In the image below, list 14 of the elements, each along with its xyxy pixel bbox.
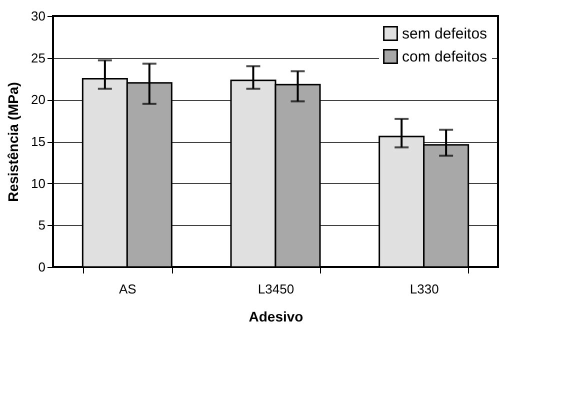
x-tick-label: L3450 [258,282,294,296]
x-axis-title: Adesivo [248,308,304,324]
y-tick-label: 5 [38,218,46,233]
y-tick-label: 30 [31,8,46,24]
x-tick-label: AS [118,282,137,296]
y-tick-label: 0 [38,260,46,274]
legend-label: sem defeitos [402,26,488,42]
y-tick-label: 10 [31,176,46,191]
x-tick-label: L330 [410,282,439,296]
y-tick-label: 20 [31,92,46,108]
y-axis-title: Resistência (MPa) [5,82,22,202]
y-tick-label: 25 [31,50,46,66]
legend-label: com defeitos [402,48,488,66]
y-tick-label: 15 [31,134,46,149]
